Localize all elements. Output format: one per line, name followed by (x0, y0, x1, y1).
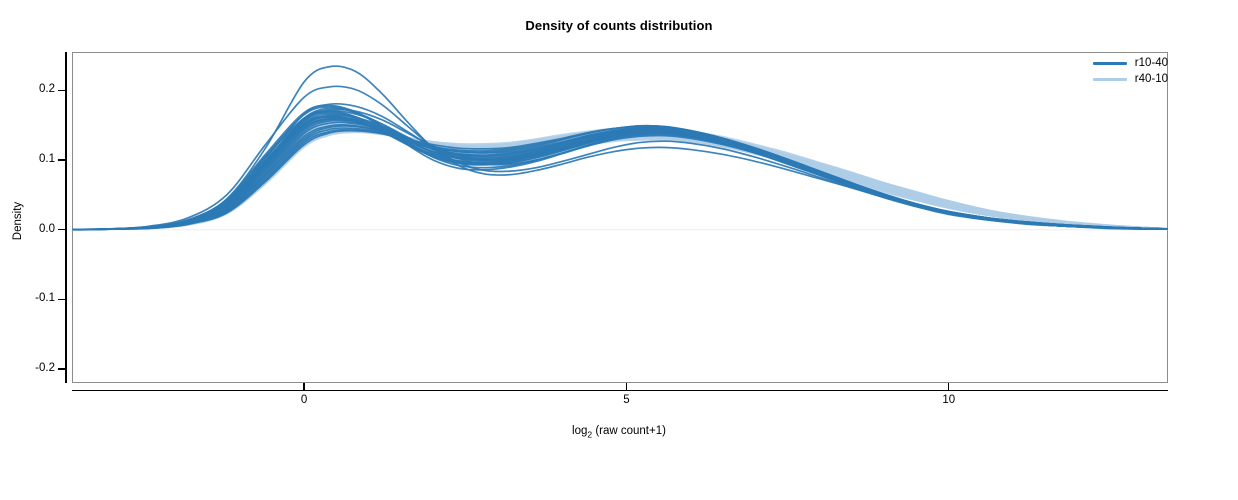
y-tick-label: -0.1 (35, 292, 55, 305)
density-curve (72, 102, 1168, 231)
legend-label: r10-40 (1134, 57, 1168, 69)
legend-swatch-icon (1092, 77, 1127, 81)
x-tick-mark (948, 383, 950, 391)
legend-item[interactable]: r10-40 (1092, 57, 1168, 70)
density-curve (72, 115, 1168, 231)
y-tick-mark (58, 159, 65, 161)
chart-title: Density of counts distribution (525, 18, 713, 33)
x-tick-mark (625, 383, 628, 391)
legend-item[interactable]: r40-10 (1092, 72, 1168, 86)
legend: r10-40 r40-10 (1092, 57, 1168, 86)
plot-area (72, 52, 1168, 383)
x-axis-label-prefix: log (572, 425, 588, 437)
y-tick-label: -0.2 (35, 362, 55, 375)
y-tick-mark (58, 228, 65, 231)
y-tick-label: 0.2 (39, 83, 55, 96)
x-axis-line (72, 390, 1168, 392)
y-tick-mark (58, 298, 65, 301)
y-axis-label: Density (12, 201, 24, 241)
x-tick-label: 0 (300, 394, 308, 406)
density-curve (72, 125, 1168, 231)
density-curve (72, 106, 1168, 231)
x-axis-label-subscript: 2 (587, 429, 593, 440)
density-curve (72, 104, 1168, 231)
y-tick-mark (58, 368, 65, 370)
x-tick-mark (303, 383, 305, 391)
legend-swatch-icon (1092, 62, 1127, 66)
density-curves (72, 65, 1168, 231)
y-tick-label: 0.1 (39, 153, 55, 165)
density-curve (72, 107, 1168, 231)
x-axis-label-suffix: (raw count+1) (592, 425, 666, 437)
x-tick-label: 10 (942, 394, 956, 406)
x-tick-label: 5 (623, 394, 630, 406)
y-axis-line (65, 52, 67, 383)
legend-label: r40-10 (1134, 72, 1168, 85)
y-tick-mark (58, 89, 65, 92)
y-tick-label: 0.0 (39, 222, 55, 235)
x-axis-label: log2 (raw count+1) (0, 425, 1238, 439)
